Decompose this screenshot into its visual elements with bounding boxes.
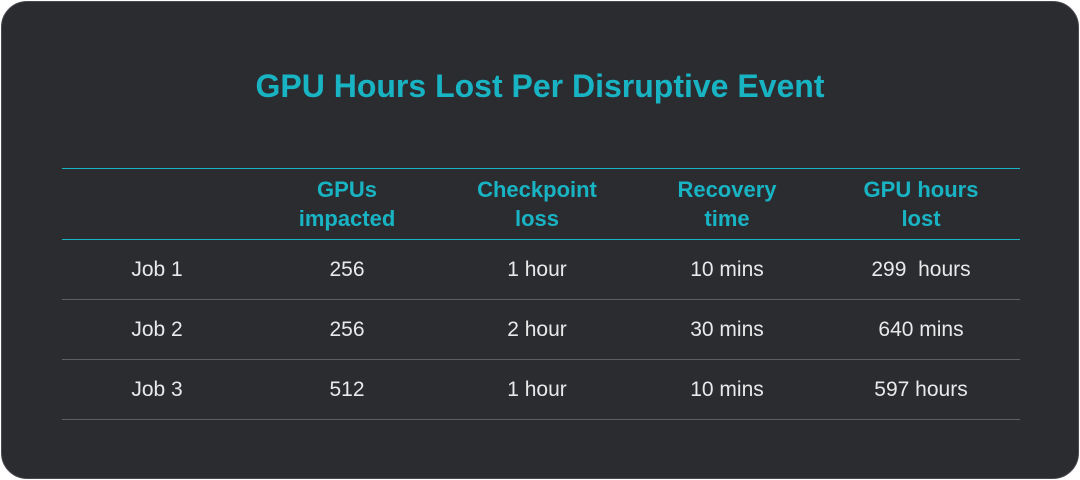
column-header-gpu-hours-lost: GPU hours lost xyxy=(863,177,979,231)
row-divider xyxy=(62,419,1020,420)
checkpoint-loss-cell: 1 hour xyxy=(507,257,567,281)
table-row: Job 2 256 2 hour 30 mins 640 mins xyxy=(62,300,1020,359)
table-header-row: GPUs impacted Checkpoint loss Recovery t… xyxy=(62,169,1020,239)
gpu-hours-lost-cell: 299 hours xyxy=(871,257,971,281)
column-header-recovery-time: Recovery time xyxy=(677,177,777,231)
checkpoint-loss-cell: 1 hour xyxy=(507,377,567,401)
recovery-time-cell: 10 mins xyxy=(690,377,764,401)
checkpoint-loss-cell: 2 hour xyxy=(507,317,567,341)
table-top-rule xyxy=(62,168,1020,169)
gpus-impacted-cell: 256 xyxy=(329,257,365,281)
job-name-cell: Job 3 xyxy=(131,377,183,401)
gpu-hours-lost-cell: 597 hours xyxy=(874,377,968,401)
recovery-time-cell: 10 mins xyxy=(690,257,764,281)
table-row: Job 3 512 1 hour 10 mins 597 hours xyxy=(62,360,1020,419)
gpus-impacted-cell: 256 xyxy=(329,317,365,341)
page-title: GPU Hours Lost Per Disruptive Event xyxy=(255,68,825,104)
column-header-checkpoint-loss: Checkpoint loss xyxy=(477,177,597,231)
header-bottom-rule xyxy=(62,239,1020,240)
table-row: Job 1 256 1 hour 10 mins 299 hours xyxy=(62,240,1020,299)
row-divider xyxy=(62,359,1020,360)
job-name-cell: Job 2 xyxy=(131,317,183,341)
gpus-impacted-cell: 512 xyxy=(329,377,365,401)
gpu-hours-lost-cell: 640 mins xyxy=(878,317,964,341)
job-name-cell: Job 1 xyxy=(131,257,183,281)
data-table: GPUs impacted Checkpoint loss Recovery t… xyxy=(62,168,1020,420)
column-header-gpus-impacted: GPUs impacted xyxy=(298,177,396,231)
recovery-time-cell: 30 mins xyxy=(690,317,764,341)
row-divider xyxy=(62,299,1020,300)
